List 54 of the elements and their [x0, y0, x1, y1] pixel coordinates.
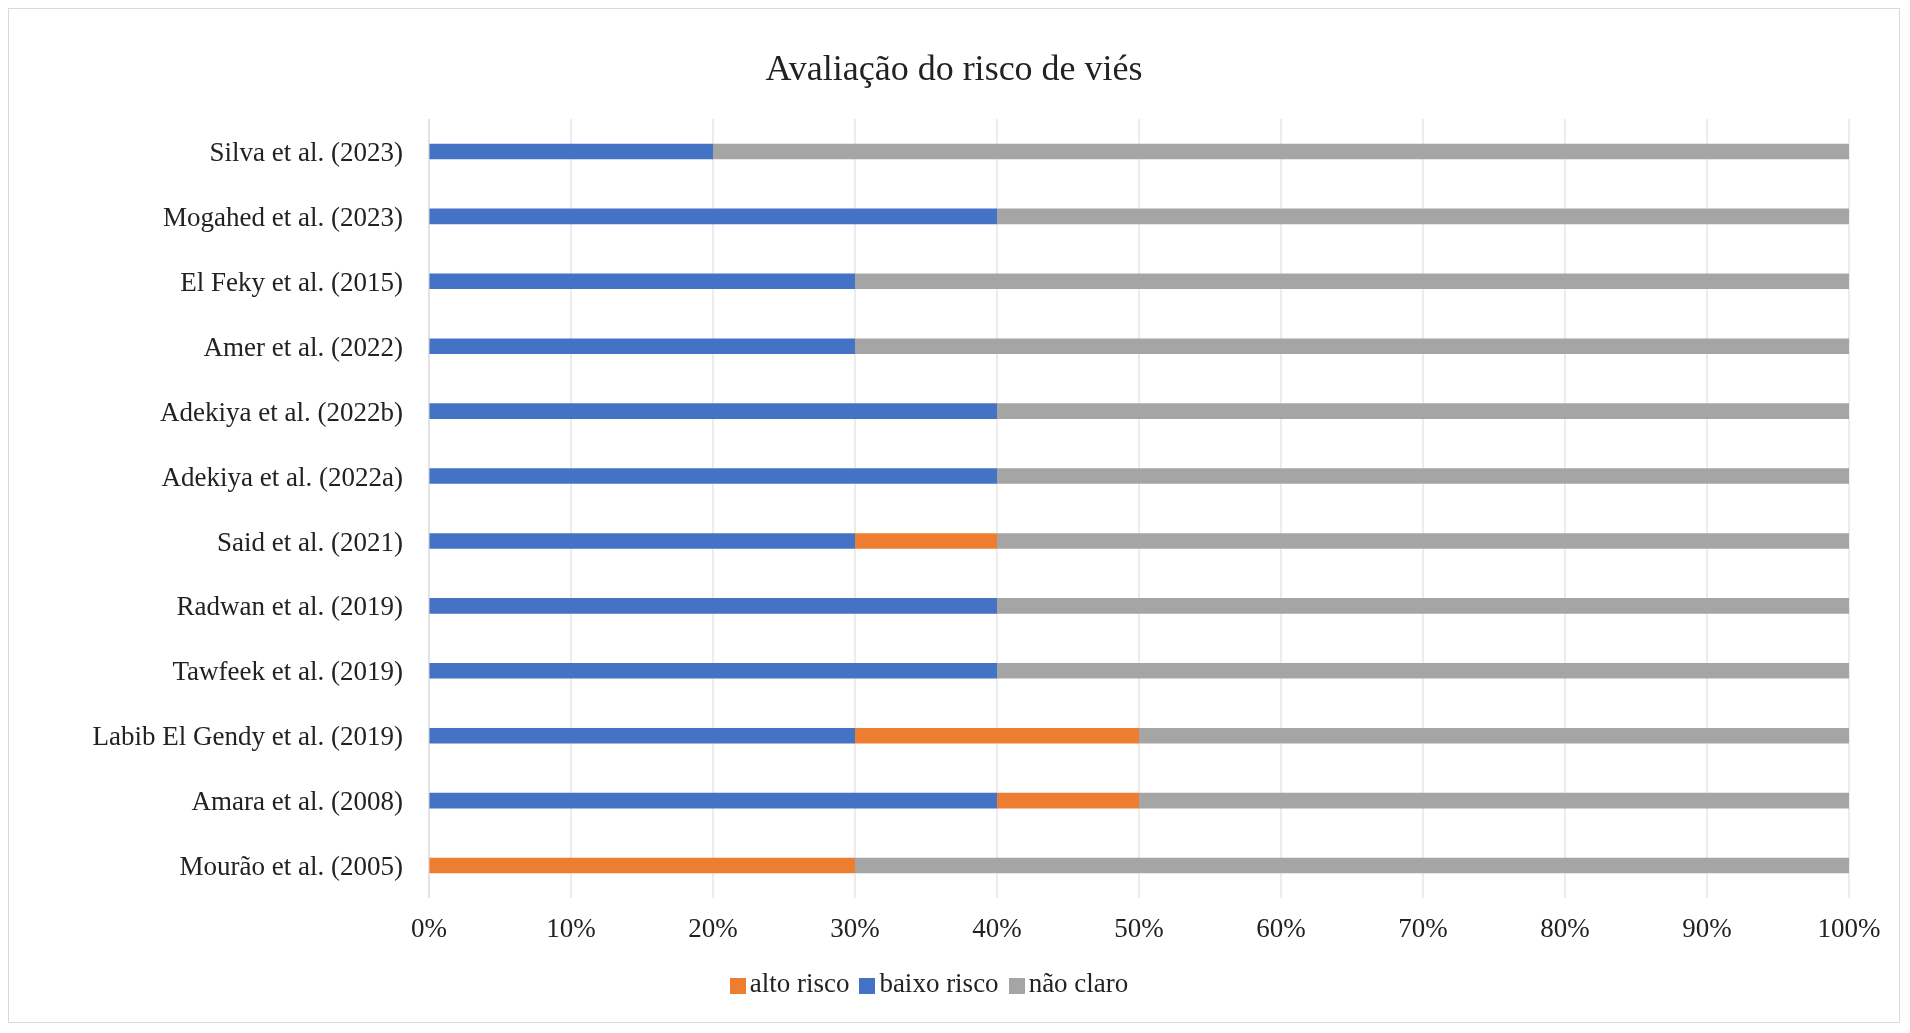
y-tick-label: El Feky et al. (2015) [180, 266, 403, 297]
x-tick-label: 0% [411, 913, 447, 944]
x-tick-label: 80% [1540, 913, 1590, 944]
bar [429, 143, 713, 160]
bar [429, 338, 855, 354]
y-tick-label: Adekiya et al. (2022b) [160, 396, 403, 427]
bar [429, 208, 997, 225]
y-tick-label: Adekiya et al. (2022a) [161, 461, 403, 492]
bar [429, 598, 997, 614]
bar [997, 468, 1849, 484]
y-tick-label: Mogahed et al. (2023) [163, 201, 403, 232]
bar [429, 857, 855, 874]
bar [429, 273, 855, 290]
x-tick-label: 90% [1682, 913, 1732, 944]
bar [429, 468, 997, 484]
bar [855, 857, 1849, 874]
legend-label: não claro [1028, 968, 1129, 998]
bar [855, 273, 1849, 290]
x-tick-label: 50% [1114, 913, 1164, 944]
bar [1139, 792, 1849, 809]
x-tick-label: 100% [1817, 913, 1881, 944]
bar [997, 663, 1849, 679]
y-tick-label: Mourão et al. (2005) [179, 851, 403, 882]
bar [1139, 727, 1849, 744]
legend-label: baixo risco [879, 968, 999, 998]
bar [855, 338, 1849, 354]
bar [997, 533, 1849, 549]
bar [713, 143, 1849, 160]
bar [997, 208, 1849, 225]
y-tick-label: Labib El Gendy et al. (2019) [92, 721, 403, 752]
x-tick-label: 30% [830, 913, 880, 944]
bar [429, 663, 997, 679]
x-tick-label: 40% [972, 913, 1022, 944]
bar [997, 792, 1139, 809]
legend-label: alto risco [749, 968, 850, 998]
chart-title: Avaliação do risco de viés [764, 47, 1144, 89]
x-tick-label: 70% [1398, 913, 1448, 944]
x-tick-label: 10% [546, 913, 596, 944]
bar [997, 403, 1849, 419]
bar [429, 727, 855, 744]
y-tick-label: Amara et al. (2008) [191, 786, 403, 817]
y-tick-label: Said et al. (2021) [217, 526, 403, 557]
bar [855, 533, 997, 549]
x-tick-label: 20% [688, 913, 738, 944]
bar [429, 792, 997, 809]
y-tick-label: Tawfeek et al. (2019) [172, 656, 403, 687]
x-tick-label: 60% [1256, 913, 1306, 944]
y-tick-label: Amer et al. (2022) [203, 331, 403, 362]
bar [429, 533, 855, 549]
y-tick-label: Radwan et al. (2019) [176, 591, 403, 622]
bar [429, 403, 997, 419]
y-tick-label: Silva et al. (2023) [209, 137, 403, 168]
bar [855, 727, 1139, 744]
bar [997, 598, 1849, 614]
